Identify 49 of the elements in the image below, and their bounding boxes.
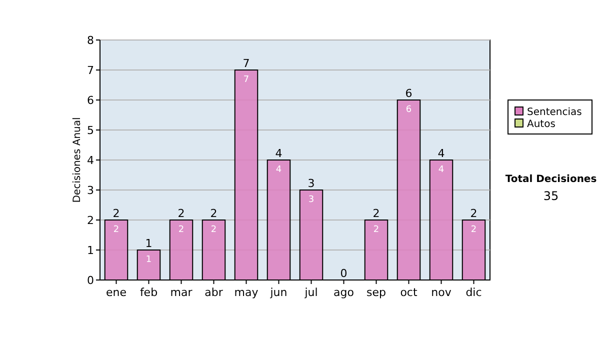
data-label: 4 [438,165,444,175]
total-label: 6 [405,87,412,100]
data-label: 6 [406,105,412,115]
legend-label: Sentencias [527,107,582,118]
x-tick-label: may [234,286,259,299]
x-tick-label: abr [204,286,224,299]
y-tick-label: 6 [87,94,94,107]
total-label: 7 [242,57,250,70]
total-label: 1 [145,237,152,250]
data-label: 7 [243,75,250,85]
data-label: 2 [178,225,184,235]
x-tick-label: ene [106,286,127,299]
y-tick-label: 0 [87,274,94,287]
x-tick-label: feb [140,286,158,299]
y-axis-title: Decisiones Anual [72,117,83,203]
total-label: 0 [340,267,348,280]
total-label: 3 [308,177,315,190]
data-label: 2 [373,225,380,235]
data-label: 2 [470,225,477,235]
total-label: 4 [275,147,282,160]
total-label: 2 [178,207,185,220]
x-tick-label: jul [304,286,318,299]
total-label: 2 [372,207,380,220]
y-tick-label: 3 [87,184,94,197]
data-label: 3 [308,195,314,205]
y-tick-label: 2 [87,214,94,227]
legend-label: Autos [527,119,556,130]
data-label: 2 [210,225,217,235]
total-label: 4 [438,147,445,160]
x-tick-label: dic [466,286,482,299]
data-label: 1 [146,255,152,265]
y-tick-label: 7 [87,64,94,77]
y-tick-label: 5 [87,124,94,137]
data-label: 4 [276,165,282,175]
x-tick-label: jun [269,286,288,299]
x-tick-label: sep [366,286,386,299]
x-tick-label: ago [334,286,354,299]
y-tick-label: 4 [87,154,94,167]
total-label: 2 [112,207,120,220]
y-tick-label: 1 [87,244,94,257]
data-label: 2 [113,225,120,235]
x-tick-label: oct [400,286,418,299]
text: Total Decisiones [505,174,597,185]
y-tick-label: 8 [87,34,94,47]
text: 35 [543,189,559,203]
x-tick-label: nov [431,286,452,299]
x-tick-label: mar [170,286,193,299]
total-label: 2 [470,207,478,220]
total-label: 2 [210,207,218,220]
